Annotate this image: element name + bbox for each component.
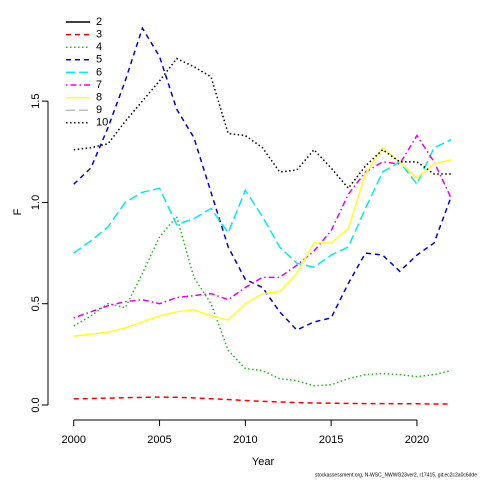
x-axis-label: Year <box>252 456 275 468</box>
x-tick-label: 2005 <box>147 434 171 446</box>
legend-label: 6 <box>96 66 102 78</box>
series-line <box>73 134 452 319</box>
x-tick-label: 2010 <box>233 434 257 446</box>
series-line <box>73 396 452 405</box>
y-tick-label: 0.0 <box>30 397 42 412</box>
legend-label: 9 <box>96 104 102 116</box>
y-axis-label: F <box>12 208 24 215</box>
legend-label: 5 <box>96 54 102 66</box>
legend-label: 10 <box>96 117 108 129</box>
series-line <box>73 57 452 190</box>
series-line <box>73 215 452 387</box>
footer: stockassessment.org, N-WSC_NWWG23ver2, r… <box>315 472 477 478</box>
y-tick-label: 0.5 <box>30 296 42 311</box>
series-line <box>73 138 452 269</box>
legend-label: 7 <box>96 79 102 91</box>
y-tick-label: 1.5 <box>30 93 42 108</box>
legend-label: 2 <box>96 16 102 28</box>
x-tick-label: 2000 <box>61 434 85 446</box>
series-line <box>73 26 452 331</box>
legend-label: 8 <box>96 92 102 104</box>
x-tick-label: 2015 <box>319 434 343 446</box>
series-line <box>73 146 452 337</box>
x-tick-label: 2020 <box>405 434 429 446</box>
legend-label: 3 <box>96 29 102 41</box>
y-tick-label: 1.0 <box>30 195 42 210</box>
legend-label: 4 <box>96 41 102 53</box>
